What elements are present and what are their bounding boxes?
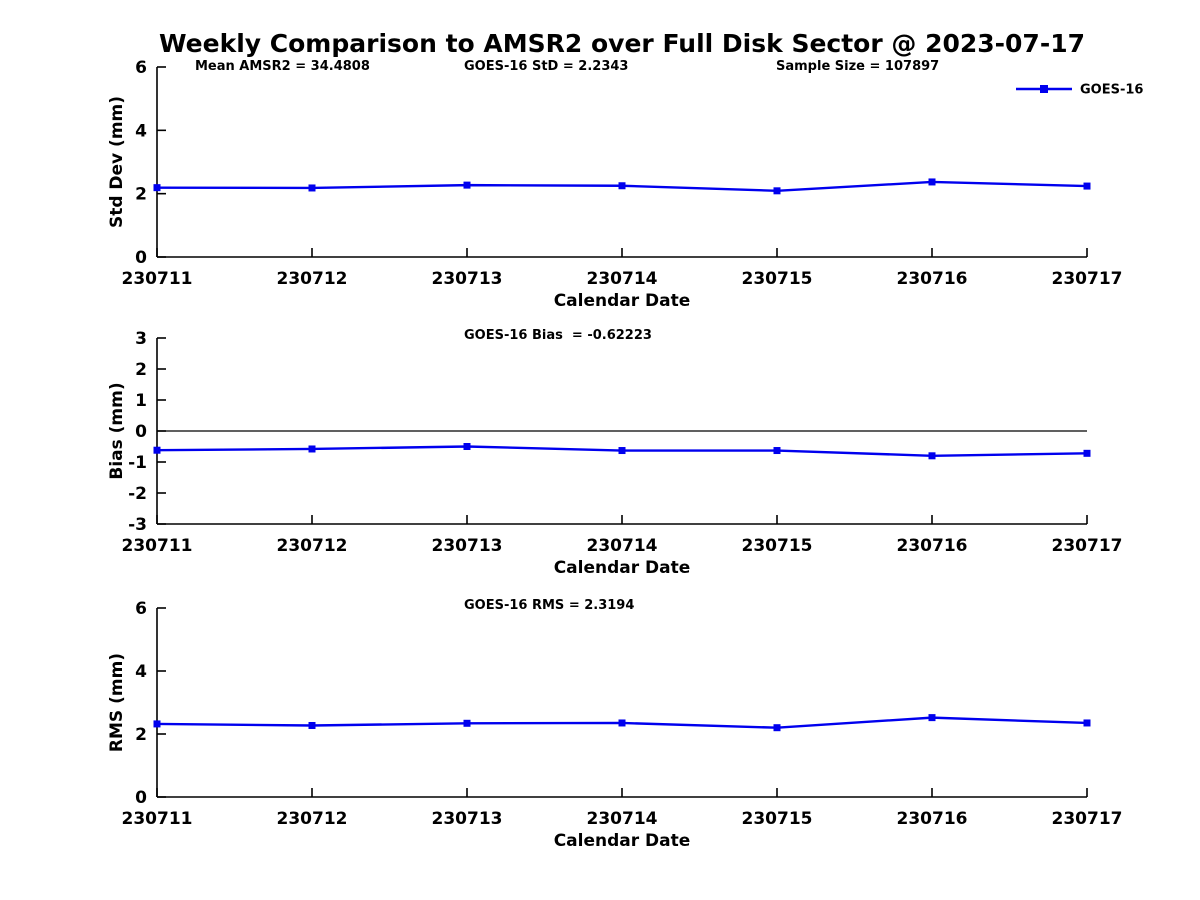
- y-tick-label: -2: [128, 484, 147, 504]
- x-tick-label: 230715: [742, 809, 813, 829]
- legend-label: GOES-16: [1080, 83, 1143, 98]
- series-marker: [463, 719, 471, 727]
- y-tick-label: 2: [135, 360, 147, 380]
- y-tick-label: 1: [135, 391, 147, 411]
- x-tick-label: 230716: [897, 536, 968, 556]
- x-tick-label: 230711: [122, 809, 193, 829]
- stat-mean-amsr2: Mean AMSR2 = 34.4808: [195, 59, 370, 74]
- y-tick-label: 0: [135, 248, 147, 268]
- y-tick-label: 6: [135, 599, 147, 619]
- x-tick-label: 230713: [432, 809, 503, 829]
- x-tick-label: 230711: [122, 269, 193, 289]
- stat-goes16-std: GOES-16 StD = 2.2343: [464, 59, 629, 74]
- x-tick-label: 230717: [1052, 809, 1123, 829]
- series-marker: [463, 181, 471, 189]
- legend-marker: [1040, 85, 1048, 93]
- series-marker: [928, 714, 936, 722]
- series-marker: [618, 719, 626, 727]
- series-marker: [1083, 449, 1091, 457]
- series-marker: [308, 184, 316, 192]
- x-tick-label: 230712: [277, 809, 348, 829]
- y-tick-label: 0: [135, 422, 147, 442]
- y-tick-label: 2: [135, 185, 147, 205]
- series-marker: [308, 721, 316, 729]
- x-tick-label: 230713: [432, 536, 503, 556]
- x-axis-label: Calendar Date: [554, 291, 691, 311]
- x-tick-label: 230714: [587, 269, 658, 289]
- x-axis-label: Calendar Date: [554, 558, 691, 578]
- y-axis-label: Std Dev (mm): [107, 96, 127, 228]
- series-marker: [773, 187, 781, 195]
- series-marker: [928, 178, 936, 186]
- y-tick-label: -1: [128, 453, 147, 473]
- x-tick-label: 230715: [742, 269, 813, 289]
- stat-sample-size: Sample Size = 107897: [776, 59, 940, 74]
- subplot-rms-title: GOES-16 RMS = 2.3194: [464, 598, 635, 613]
- x-tick-label: 230714: [587, 809, 658, 829]
- series-marker: [1083, 719, 1091, 727]
- x-tick-label: 230713: [432, 269, 503, 289]
- y-tick-label: 2: [135, 725, 147, 745]
- x-tick-label: 230717: [1052, 536, 1123, 556]
- y-axis-label: RMS (mm): [107, 653, 127, 752]
- x-tick-label: 230714: [587, 536, 658, 556]
- series-marker: [618, 182, 626, 190]
- series-marker: [928, 452, 936, 460]
- series-marker: [1083, 182, 1091, 190]
- series-marker: [153, 446, 161, 454]
- x-tick-label: 230716: [897, 809, 968, 829]
- x-tick-label: 230712: [277, 536, 348, 556]
- series-marker: [463, 443, 471, 450]
- y-axis-label: Bias (mm): [107, 382, 127, 479]
- y-tick-label: 4: [135, 121, 147, 141]
- y-tick-label: 6: [135, 58, 147, 78]
- x-tick-label: 230715: [742, 536, 813, 556]
- series-marker: [153, 720, 161, 728]
- series-marker: [308, 445, 316, 453]
- x-axis-label: Calendar Date: [554, 831, 691, 851]
- y-tick-label: 3: [135, 329, 147, 349]
- y-tick-label: -3: [128, 515, 147, 535]
- x-tick-label: 230711: [122, 536, 193, 556]
- series-marker: [773, 447, 781, 455]
- x-tick-label: 230717: [1052, 269, 1123, 289]
- series-marker: [153, 184, 161, 192]
- y-tick-label: 4: [135, 662, 147, 682]
- x-tick-label: 230712: [277, 269, 348, 289]
- figure-title: Weekly Comparison to AMSR2 over Full Dis…: [158, 29, 1085, 58]
- series-marker: [773, 724, 781, 732]
- subplot-bias-title: GOES-16 Bias = -0.62223: [464, 328, 652, 343]
- series-marker: [618, 447, 626, 455]
- x-tick-label: 230716: [897, 269, 968, 289]
- y-tick-label: 0: [135, 788, 147, 808]
